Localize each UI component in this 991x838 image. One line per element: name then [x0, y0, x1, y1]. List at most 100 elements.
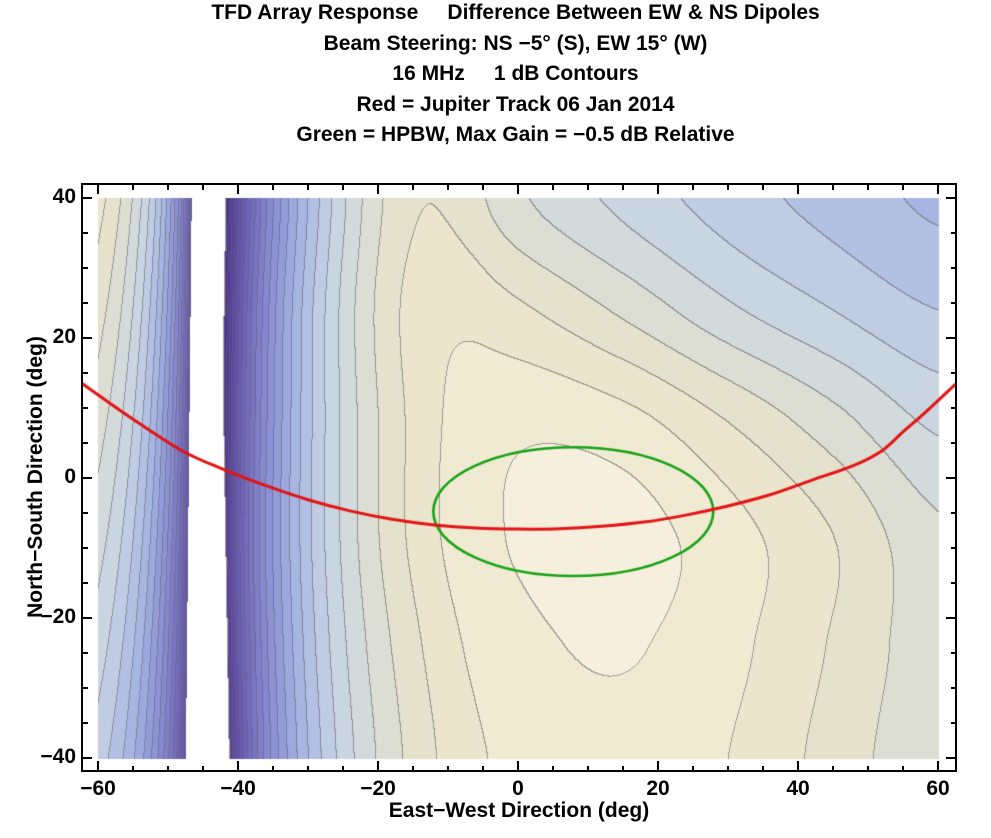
tick-mark [950, 652, 955, 654]
tick-mark [83, 232, 88, 234]
tick-mark [83, 477, 92, 479]
tick-mark [587, 765, 589, 770]
y-tick-label: 20 [52, 325, 76, 348]
tick-mark [272, 765, 274, 770]
tick-mark [937, 185, 939, 194]
tick-mark [83, 197, 92, 199]
tick-mark [377, 185, 379, 194]
tick-mark [83, 652, 88, 654]
y-tick-label: −20 [40, 605, 76, 628]
tick-mark [202, 765, 204, 770]
title-line-5: Green = HPBW, Max Gain = −0.5 dB Relativ… [296, 123, 735, 146]
tick-mark [447, 765, 449, 770]
x-tick-label: 20 [646, 777, 670, 800]
chart-title-block: TFD Array Response Difference Between EW… [40, 0, 991, 151]
tick-mark [377, 761, 379, 770]
y-tick-label: 40 [52, 185, 76, 208]
tick-mark [692, 185, 694, 190]
tick-mark [950, 687, 955, 689]
contour-plot-canvas [83, 185, 955, 770]
x-axis-label: East−West Direction (deg) [388, 799, 650, 822]
tick-mark [272, 185, 274, 190]
title-line-4: Red = Jupiter Track 06 Jan 2014 [356, 92, 675, 116]
tick-mark [83, 407, 88, 409]
tick-mark [950, 232, 955, 234]
tick-mark [202, 185, 204, 190]
x-tick-label: 40 [786, 777, 810, 800]
tick-mark [937, 761, 939, 770]
x-tick-label: −60 [80, 777, 116, 800]
x-tick-label: −20 [360, 777, 396, 800]
tick-mark [83, 617, 92, 619]
tick-mark [950, 722, 955, 724]
x-tick-label: 0 [512, 777, 524, 800]
tick-mark [902, 765, 904, 770]
tick-mark [950, 442, 955, 444]
tick-mark [950, 267, 955, 269]
title-line-3: 16 MHz 1 dB Contours [392, 62, 639, 85]
tick-mark [832, 765, 834, 770]
tick-mark [237, 761, 239, 770]
tick-mark [587, 185, 589, 190]
title-line-1: TFD Array Response Difference Between EW… [211, 1, 820, 24]
tick-mark [132, 185, 134, 190]
tick-mark [950, 512, 955, 514]
tick-mark [946, 477, 955, 479]
tick-mark [692, 765, 694, 770]
tick-mark [83, 512, 88, 514]
tick-mark [762, 765, 764, 770]
tick-mark [727, 765, 729, 770]
tick-mark [622, 765, 624, 770]
tick-mark [902, 185, 904, 190]
tick-mark [83, 722, 88, 724]
title-line-2: Beam Steering: NS −5° (S), EW 15° (W) [323, 31, 708, 55]
tick-mark [83, 372, 88, 374]
tick-mark [622, 185, 624, 190]
tick-mark [517, 761, 519, 770]
tick-mark [83, 302, 88, 304]
tick-mark [83, 337, 92, 339]
tick-mark [552, 765, 554, 770]
tick-mark [946, 197, 955, 199]
tick-mark [762, 185, 764, 190]
tick-mark [447, 185, 449, 190]
tick-mark [950, 547, 955, 549]
tick-mark [797, 761, 799, 770]
tick-mark [950, 582, 955, 584]
tick-mark [132, 765, 134, 770]
tick-mark [307, 185, 309, 190]
tick-mark [946, 337, 955, 339]
y-tick-label: 0 [64, 465, 76, 488]
tick-mark [307, 765, 309, 770]
tick-mark [83, 582, 88, 584]
tick-mark [950, 407, 955, 409]
tick-mark [482, 765, 484, 770]
tick-mark [237, 185, 239, 194]
tick-mark [727, 185, 729, 190]
tick-mark [832, 185, 834, 190]
tick-mark [552, 185, 554, 190]
tick-mark [657, 761, 659, 770]
tick-mark [946, 617, 955, 619]
tick-mark [950, 372, 955, 374]
tick-mark [946, 757, 955, 759]
tick-mark [412, 185, 414, 190]
tick-mark [950, 302, 955, 304]
tick-mark [167, 765, 169, 770]
tick-mark [867, 185, 869, 190]
tick-mark [97, 185, 99, 194]
tick-mark [167, 185, 169, 190]
x-tick-label: 60 [926, 777, 950, 800]
tick-mark [342, 185, 344, 190]
tick-mark [412, 765, 414, 770]
tick-mark [482, 185, 484, 190]
tick-mark [867, 765, 869, 770]
tick-mark [83, 757, 92, 759]
tick-mark [97, 761, 99, 770]
x-tick-label: −40 [220, 777, 256, 800]
tick-mark [83, 547, 88, 549]
tick-mark [83, 442, 88, 444]
tick-mark [797, 185, 799, 194]
y-tick-label: −40 [40, 745, 76, 768]
